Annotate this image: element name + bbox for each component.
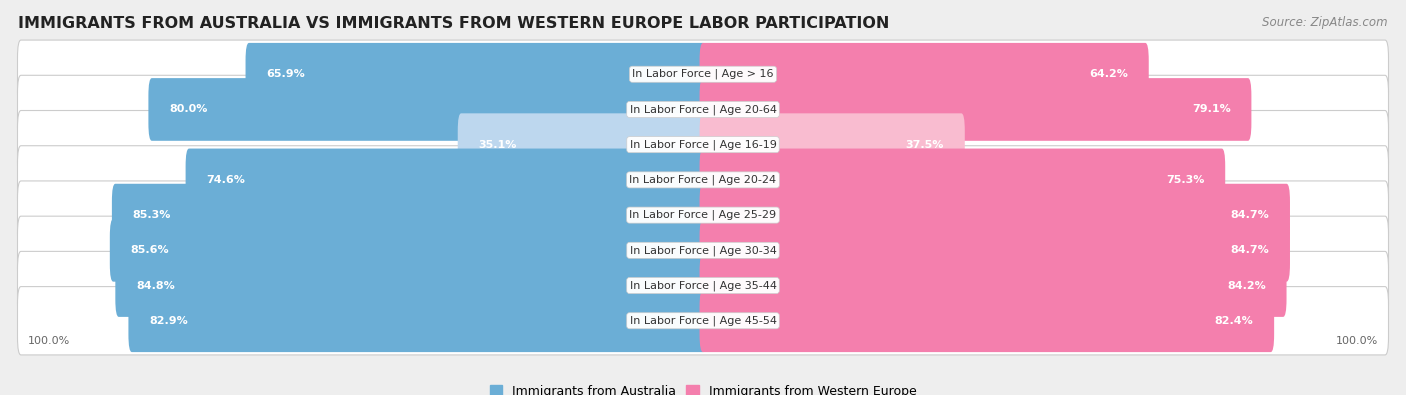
Text: 100.0%: 100.0% [1336, 336, 1378, 346]
Text: 84.2%: 84.2% [1227, 280, 1265, 291]
FancyBboxPatch shape [112, 184, 706, 246]
Text: In Labor Force | Age > 16: In Labor Force | Age > 16 [633, 69, 773, 79]
Text: 64.2%: 64.2% [1090, 69, 1128, 79]
Text: 35.1%: 35.1% [478, 140, 517, 150]
FancyBboxPatch shape [700, 254, 1286, 317]
FancyBboxPatch shape [128, 290, 706, 352]
FancyBboxPatch shape [17, 251, 1389, 320]
FancyBboxPatch shape [17, 75, 1389, 144]
FancyBboxPatch shape [700, 43, 1149, 105]
FancyBboxPatch shape [17, 111, 1389, 179]
FancyBboxPatch shape [700, 219, 1289, 282]
Text: IMMIGRANTS FROM AUSTRALIA VS IMMIGRANTS FROM WESTERN EUROPE LABOR PARTICIPATION: IMMIGRANTS FROM AUSTRALIA VS IMMIGRANTS … [18, 16, 890, 31]
Text: In Labor Force | Age 30-34: In Labor Force | Age 30-34 [630, 245, 776, 256]
FancyBboxPatch shape [700, 149, 1225, 211]
FancyBboxPatch shape [115, 254, 706, 317]
Text: 84.7%: 84.7% [1230, 245, 1270, 255]
Text: 82.4%: 82.4% [1215, 316, 1254, 326]
FancyBboxPatch shape [700, 290, 1274, 352]
Text: 85.3%: 85.3% [132, 210, 172, 220]
FancyBboxPatch shape [700, 113, 965, 176]
Text: In Labor Force | Age 16-19: In Labor Force | Age 16-19 [630, 139, 776, 150]
FancyBboxPatch shape [149, 78, 706, 141]
Text: 82.9%: 82.9% [149, 316, 188, 326]
Text: In Labor Force | Age 25-29: In Labor Force | Age 25-29 [630, 210, 776, 220]
FancyBboxPatch shape [17, 216, 1389, 284]
FancyBboxPatch shape [700, 78, 1251, 141]
Text: 84.7%: 84.7% [1230, 210, 1270, 220]
FancyBboxPatch shape [17, 287, 1389, 355]
Text: 80.0%: 80.0% [169, 104, 208, 115]
FancyBboxPatch shape [17, 40, 1389, 108]
Text: 84.8%: 84.8% [136, 280, 174, 291]
Text: In Labor Force | Age 45-54: In Labor Force | Age 45-54 [630, 316, 776, 326]
Text: Source: ZipAtlas.com: Source: ZipAtlas.com [1263, 16, 1388, 29]
Text: 74.6%: 74.6% [207, 175, 245, 185]
FancyBboxPatch shape [110, 219, 706, 282]
FancyBboxPatch shape [700, 184, 1289, 246]
Text: 65.9%: 65.9% [266, 69, 305, 79]
Text: 79.1%: 79.1% [1192, 104, 1230, 115]
Text: In Labor Force | Age 35-44: In Labor Force | Age 35-44 [630, 280, 776, 291]
Text: 85.6%: 85.6% [131, 245, 169, 255]
Text: In Labor Force | Age 20-24: In Labor Force | Age 20-24 [630, 175, 776, 185]
Text: In Labor Force | Age 20-64: In Labor Force | Age 20-64 [630, 104, 776, 115]
Text: 100.0%: 100.0% [28, 336, 70, 346]
FancyBboxPatch shape [186, 149, 706, 211]
FancyBboxPatch shape [246, 43, 706, 105]
FancyBboxPatch shape [17, 146, 1389, 214]
Legend: Immigrants from Australia, Immigrants from Western Europe: Immigrants from Australia, Immigrants fr… [486, 381, 920, 395]
Text: 75.3%: 75.3% [1166, 175, 1205, 185]
Text: 37.5%: 37.5% [905, 140, 945, 150]
FancyBboxPatch shape [17, 181, 1389, 249]
FancyBboxPatch shape [458, 113, 706, 176]
